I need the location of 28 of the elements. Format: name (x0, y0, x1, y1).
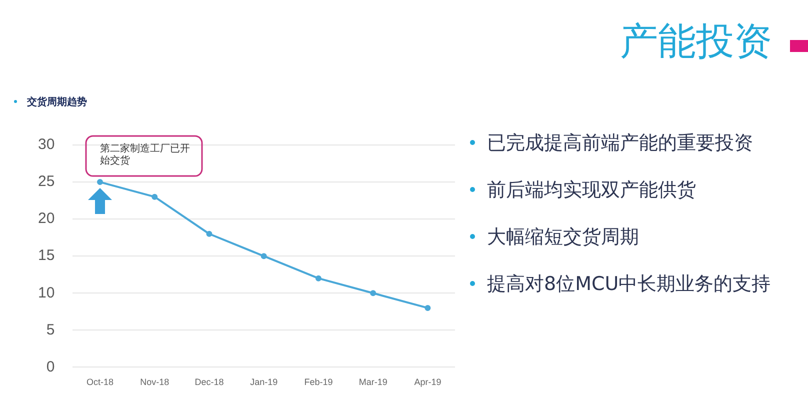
text: 提高对8位MCU中长期业务的支持 (487, 272, 771, 297)
point (424, 304, 431, 311)
x-tick-label: Nov-18 (140, 377, 170, 388)
x-tick-label: Feb-19 (304, 377, 333, 388)
point (315, 275, 322, 282)
y-tick-label: 20 (38, 210, 55, 228)
text: 前后端均实现双产能供货 (487, 178, 696, 203)
text: 已完成提高前端产能的重要投资 (487, 131, 753, 156)
chart-subtitle: 交货周期趋势 (27, 95, 87, 109)
y-tick-label: 30 (38, 136, 55, 154)
point (152, 194, 158, 200)
y-tick-label: 0 (46, 358, 55, 376)
x-tick-label: Dec-18 (194, 377, 224, 388)
y-tick-label: 15 (38, 247, 55, 264)
x-tick-label: Jan-19 (250, 377, 278, 388)
point (206, 230, 212, 237)
y-tick-label: 25 (38, 173, 55, 190)
text: 大幅缩短交货周期 (487, 225, 639, 250)
point (370, 290, 376, 296)
annotation: 第二家制造工厂已开始交货 (100, 142, 190, 167)
y-tick-label: 10 (38, 284, 55, 302)
point (96, 179, 103, 186)
y-tick-label: 5 (46, 321, 55, 338)
x-tick-label: Apr-19 (414, 377, 442, 388)
point (260, 253, 267, 260)
text: 产能投资 (620, 18, 772, 65)
x-tick-label: Oct-18 (86, 377, 114, 388)
x-tick-label: Mar-19 (358, 377, 388, 388)
